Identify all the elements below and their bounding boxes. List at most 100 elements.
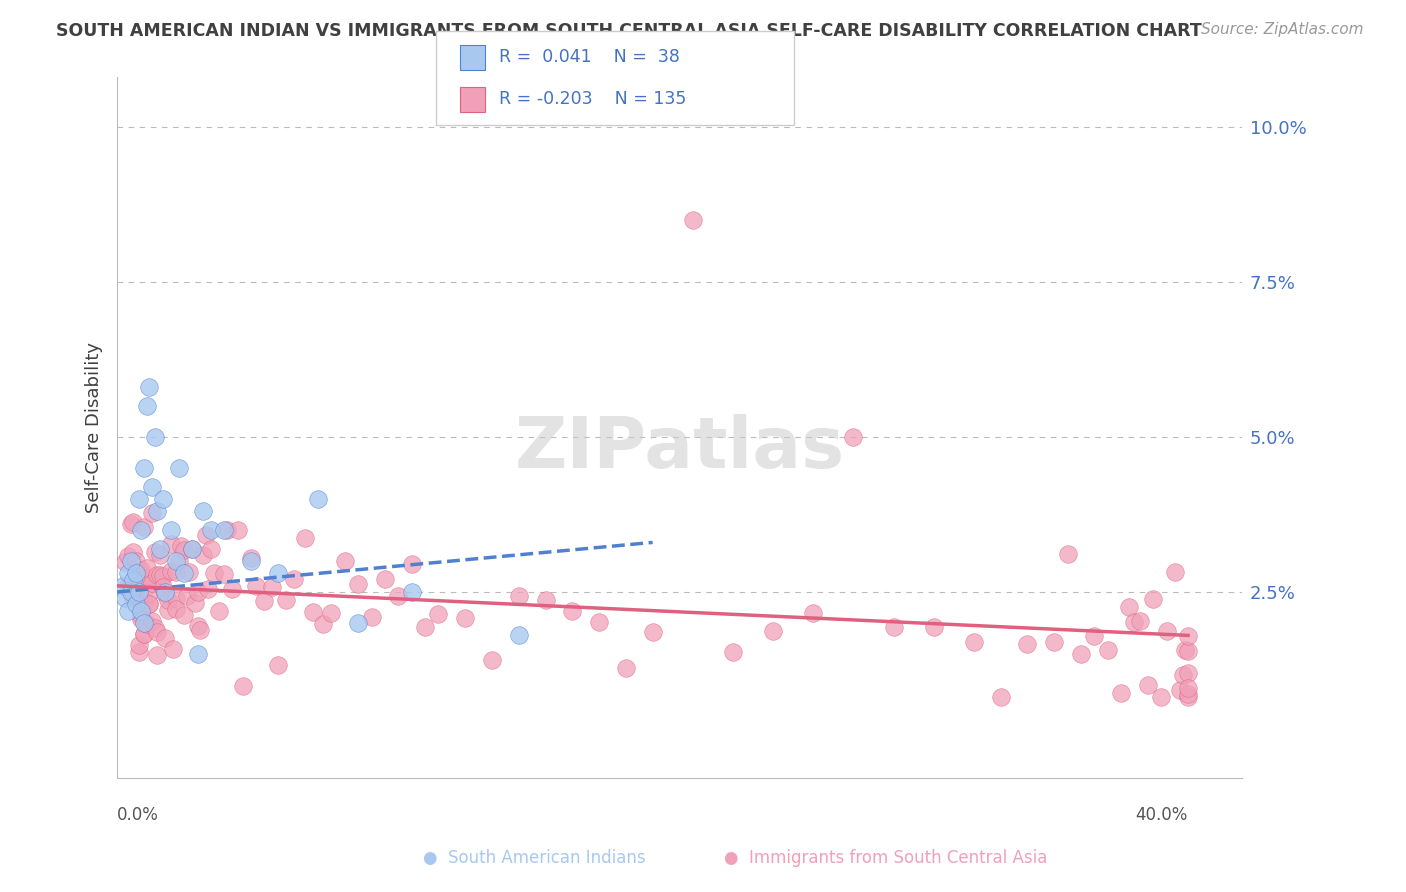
Point	[138, 597, 160, 611]
Point	[117, 566, 139, 581]
Point	[682, 213, 704, 227]
Point	[534, 592, 557, 607]
Point	[149, 541, 172, 556]
Point	[125, 598, 148, 612]
Point	[374, 572, 396, 586]
Point	[129, 612, 152, 626]
Point	[186, 619, 208, 633]
Point	[641, 625, 664, 640]
Point	[1156, 624, 1178, 638]
Point	[1163, 565, 1185, 579]
Point	[307, 491, 329, 506]
Point	[347, 615, 370, 630]
Point	[138, 585, 160, 599]
Point	[176, 589, 198, 603]
Point	[561, 604, 583, 618]
Point	[141, 575, 163, 590]
Point	[1142, 592, 1164, 607]
Point	[179, 566, 201, 580]
Point	[155, 587, 177, 601]
Point	[333, 554, 356, 568]
Point	[274, 592, 297, 607]
Point	[165, 565, 187, 579]
Point	[387, 589, 409, 603]
Point	[122, 591, 145, 606]
Point	[1177, 629, 1199, 643]
Point	[963, 635, 986, 649]
Point	[120, 516, 142, 531]
Point	[208, 604, 231, 618]
Point	[1177, 681, 1199, 696]
Point	[245, 579, 267, 593]
Point	[125, 591, 148, 606]
Point	[117, 549, 139, 564]
Point	[186, 585, 208, 599]
Point	[170, 539, 193, 553]
Point	[508, 628, 530, 642]
Point	[165, 554, 187, 568]
Text: 0.0%: 0.0%	[117, 806, 159, 824]
Point	[1070, 647, 1092, 661]
Point	[135, 570, 157, 584]
Point	[214, 566, 236, 581]
Point	[240, 554, 263, 568]
Point	[129, 608, 152, 623]
Point	[125, 591, 148, 606]
Point	[191, 549, 214, 563]
Point	[301, 606, 323, 620]
Point	[721, 645, 744, 659]
Point	[141, 506, 163, 520]
Point	[143, 621, 166, 635]
Point	[129, 523, 152, 537]
Point	[1097, 642, 1119, 657]
Point	[128, 638, 150, 652]
Point	[202, 566, 225, 580]
Point	[200, 523, 222, 537]
Point	[120, 582, 142, 597]
Point	[922, 620, 945, 634]
Point	[132, 627, 155, 641]
Point	[1123, 615, 1146, 630]
Point	[132, 627, 155, 641]
Point	[167, 461, 190, 475]
Point	[321, 606, 343, 620]
Point	[128, 491, 150, 506]
Point	[162, 642, 184, 657]
Point	[508, 590, 530, 604]
Point	[588, 615, 610, 629]
Point	[481, 653, 503, 667]
Point	[990, 690, 1012, 705]
Point	[454, 611, 477, 625]
Point	[1109, 686, 1132, 700]
Point	[347, 577, 370, 591]
Text: Source: ZipAtlas.com: Source: ZipAtlas.com	[1201, 22, 1364, 37]
Point	[120, 585, 142, 599]
Point	[226, 523, 249, 537]
Point	[146, 624, 169, 639]
Point	[138, 597, 160, 611]
Point	[401, 585, 423, 599]
Point	[141, 615, 163, 629]
Point	[1177, 644, 1199, 658]
Point	[128, 645, 150, 659]
Point	[135, 560, 157, 574]
Point	[1174, 643, 1197, 657]
Point	[173, 608, 195, 623]
Point	[149, 548, 172, 562]
Point	[128, 565, 150, 579]
Point	[122, 573, 145, 587]
Point	[1136, 678, 1159, 692]
Point	[111, 579, 134, 593]
Point	[155, 585, 177, 599]
Point	[762, 624, 785, 639]
Point	[173, 566, 195, 581]
Point	[167, 554, 190, 568]
Point	[312, 617, 335, 632]
Point	[132, 572, 155, 586]
Point	[197, 582, 219, 596]
Point	[152, 491, 174, 506]
Point	[1177, 686, 1199, 700]
Y-axis label: Self-Care Disability: Self-Care Disability	[86, 343, 103, 513]
Point	[1129, 614, 1152, 628]
Point	[186, 647, 208, 661]
